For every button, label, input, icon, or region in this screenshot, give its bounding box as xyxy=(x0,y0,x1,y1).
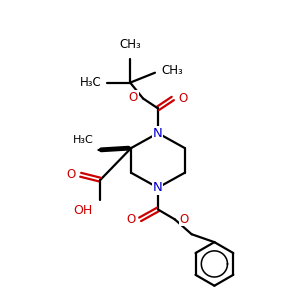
Text: O: O xyxy=(126,213,135,226)
Text: CH₃: CH₃ xyxy=(161,64,183,77)
Text: OH: OH xyxy=(73,203,92,217)
Text: H₃C: H₃C xyxy=(73,135,94,145)
Text: O: O xyxy=(129,91,138,104)
Text: H₃C: H₃C xyxy=(80,76,101,89)
Text: O: O xyxy=(66,168,76,181)
Text: N: N xyxy=(153,127,163,140)
Text: O: O xyxy=(180,213,189,226)
Text: O: O xyxy=(179,92,188,105)
Text: N: N xyxy=(153,181,163,194)
Text: CH₃: CH₃ xyxy=(119,38,141,51)
